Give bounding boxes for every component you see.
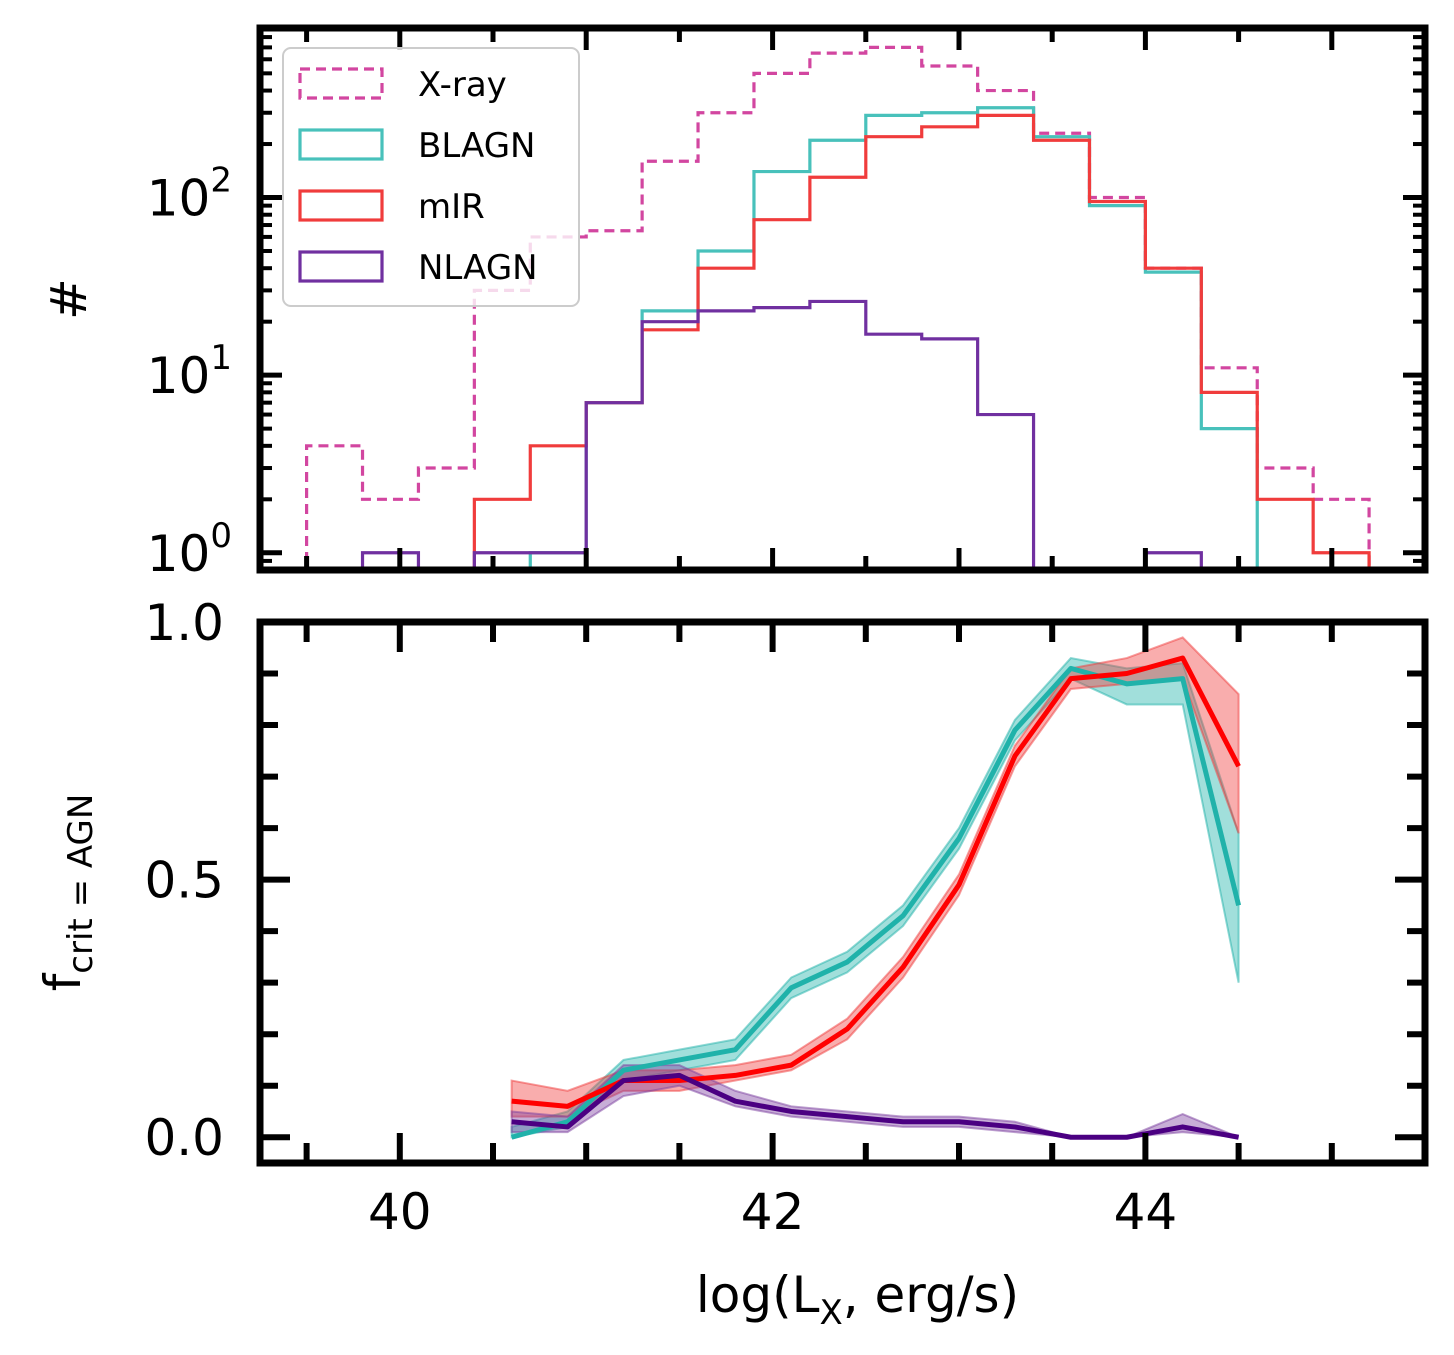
top-y-tick-label: 101	[147, 338, 232, 405]
legend-swatch-blagn	[298, 128, 384, 161]
tick-exponent: 0	[210, 516, 232, 556]
tick-base: 10	[147, 525, 211, 583]
legend-frame	[282, 47, 580, 307]
fraction-panel: 40 42 44 0.0 0.5 1.0 log(LX, erg/s) fcrit = AGN	[34, 594, 1429, 1333]
tick-base: 10	[147, 347, 211, 405]
bottom-y-tick-label: 0.0	[144, 1109, 224, 1167]
fraction-line-2	[511, 1072, 1240, 1140]
fraction-series-group	[510, 636, 1242, 1140]
top-y-tick-label: 100	[147, 516, 232, 583]
legend-swatch-nlagn	[298, 250, 384, 283]
histogram-nlagn	[360, 299, 1203, 570]
histogram-mir	[472, 113, 1371, 570]
top-y-axis-title: #	[40, 278, 98, 320]
ylabel-main: f	[34, 972, 92, 991]
bottom-y-tick-label: 1.0	[144, 594, 224, 652]
bottom-x-tick-label: 42	[741, 1183, 805, 1241]
legend-label-x-ray: X-ray	[418, 65, 507, 105]
bottom-x-tick-label: 44	[1114, 1183, 1178, 1241]
legend-label-mir: mIR	[418, 187, 485, 227]
bottom-x-axis-title: log(LX, erg/s)	[696, 1266, 1019, 1333]
top-axes-frame	[256, 24, 1429, 574]
ylabel-sub: crit = AGN	[61, 794, 101, 974]
legend-label-blagn: BLAGN	[418, 126, 536, 166]
fraction-line-1	[511, 655, 1241, 1109]
xlabel-main: log(L	[696, 1266, 820, 1324]
xlabel-sub: X	[819, 1293, 842, 1333]
fraction-line-0	[510, 665, 1242, 1140]
histogram-series-group	[305, 45, 1371, 570]
legend-swatch-mir	[298, 189, 384, 222]
bottom-y-tick-label: 0.5	[144, 852, 224, 910]
bottom-y-axis-title: fcrit = AGN	[34, 794, 101, 992]
confidence-band-0	[510, 656, 1240, 1139]
xlabel-tail: , erg/s)	[843, 1266, 1019, 1324]
confidence-band-1	[510, 636, 1240, 1118]
legend: X-ray BLAGN mIR NLAGN	[282, 47, 580, 307]
legend-swatch-x-ray	[298, 67, 384, 100]
histogram-x-ray	[305, 45, 1371, 570]
top-y-tick-label: 102	[147, 161, 232, 228]
bottom-x-tick-label: 40	[368, 1183, 432, 1241]
tick-exponent: 1	[210, 338, 232, 378]
tick-exponent: 2	[210, 161, 232, 201]
legend-label-nlagn: NLAGN	[418, 248, 538, 288]
tick-base: 10	[147, 170, 211, 228]
bottom-axes-frame	[256, 618, 1429, 1167]
